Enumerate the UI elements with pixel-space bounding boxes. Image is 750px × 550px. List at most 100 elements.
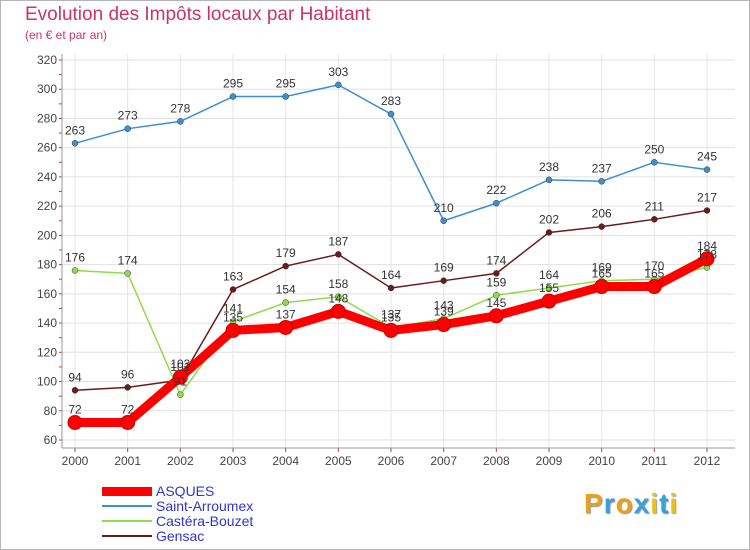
chart-subtitle: (en € et par an)	[25, 28, 108, 42]
x-tick-label: 2000	[62, 454, 89, 468]
legend-swatch	[102, 505, 152, 507]
x-tick-label: 2010	[588, 454, 615, 468]
y-tick-label: 200	[37, 228, 57, 242]
y-tick-label: 160	[37, 287, 57, 301]
data-point	[282, 93, 289, 100]
logo-letter: o	[615, 488, 634, 519]
y-tick-label: 280	[37, 111, 57, 125]
data-label: 155	[539, 281, 559, 295]
logo-letter: t	[659, 488, 670, 519]
data-point	[387, 110, 395, 118]
data-label: 137	[381, 307, 401, 321]
data-label: 206	[592, 207, 612, 221]
data-point	[71, 140, 79, 147]
proxiti-logo: Proxiti	[584, 488, 678, 520]
data-label: 159	[486, 275, 506, 289]
data-label: 103	[170, 357, 190, 371]
data-label: 303	[328, 65, 348, 79]
data-label: 278	[170, 101, 190, 115]
data-point	[124, 270, 131, 277]
data-point	[541, 293, 557, 309]
data-label: 283	[381, 94, 401, 108]
data-label: 94	[68, 370, 82, 384]
data-point	[282, 262, 289, 270]
data-point	[172, 369, 188, 385]
logo-letter: i	[650, 488, 660, 519]
data-label: 174	[118, 253, 138, 267]
y-tick-label: 320	[37, 53, 57, 67]
x-tick-label: 2008	[483, 454, 510, 468]
data-point	[699, 251, 715, 267]
x-tick-label: 2007	[430, 454, 457, 468]
data-label: 135	[223, 310, 243, 324]
data-point	[646, 279, 662, 295]
logo-letter: x	[633, 488, 651, 519]
logo-letter: r	[603, 488, 616, 519]
data-label: 163	[223, 269, 243, 283]
data-point	[71, 267, 79, 274]
legend-label: ASQUES	[156, 483, 215, 499]
y-tick-label: 140	[37, 316, 57, 330]
data-point	[651, 216, 658, 223]
data-point	[493, 292, 500, 299]
x-tick-label: 2009	[536, 454, 563, 468]
data-point	[488, 308, 504, 324]
data-point	[335, 251, 342, 258]
chart-title: Evolution des Impôts locaux par Habitant	[25, 4, 371, 25]
data-label: 178	[697, 248, 717, 262]
data-label: 273	[118, 109, 138, 123]
data-point	[387, 284, 395, 292]
data-point	[335, 81, 342, 89]
x-tick-label: 2005	[325, 454, 352, 468]
logo-letter: i	[669, 488, 679, 519]
data-point	[330, 303, 346, 319]
data-label: 165	[592, 267, 612, 281]
y-tick-label: 180	[37, 258, 57, 272]
data-point	[493, 199, 500, 207]
data-label: 96	[121, 367, 135, 381]
x-tick-label: 2002	[167, 454, 194, 468]
data-point	[598, 223, 605, 230]
data-point	[177, 391, 184, 398]
data-label: 139	[434, 305, 454, 319]
data-label: 211	[645, 199, 664, 213]
data-label: 295	[276, 77, 296, 91]
x-tick-label: 2006	[378, 454, 405, 468]
data-label: 184	[697, 239, 717, 253]
data-point	[278, 319, 294, 335]
data-label: 158	[328, 277, 348, 291]
data-point	[703, 207, 711, 214]
data-label: 179	[276, 246, 296, 260]
data-label: 170	[644, 259, 664, 273]
x-tick-label: 2004	[272, 454, 299, 468]
data-point	[545, 284, 553, 292]
data-label: 202	[539, 212, 559, 226]
y-tick-label: 60	[44, 433, 58, 447]
data-point	[120, 414, 136, 430]
logo-letter: P	[584, 488, 604, 519]
y-tick-label: 220	[37, 199, 57, 213]
y-tick-label: 80	[44, 404, 58, 418]
data-label: 176	[65, 250, 85, 264]
data-point	[383, 322, 399, 338]
data-label: 187	[328, 234, 348, 248]
legend-label: Saint-Arroumex	[156, 498, 254, 514]
data-point	[440, 217, 447, 225]
data-label: 137	[276, 307, 296, 321]
data-point	[440, 277, 447, 284]
data-point	[545, 176, 553, 184]
data-label: 148	[328, 291, 348, 305]
data-label: 72	[68, 402, 82, 416]
y-tick-label: 240	[37, 170, 57, 184]
data-label: 245	[697, 150, 717, 164]
data-point	[598, 178, 605, 185]
data-point	[493, 270, 500, 277]
y-tick-label: 120	[37, 345, 57, 359]
data-point	[177, 118, 184, 125]
data-label: 169	[434, 261, 454, 275]
data-label: 250	[644, 142, 664, 156]
data-point	[67, 414, 83, 430]
data-point	[124, 125, 131, 132]
data-label: 143	[434, 299, 454, 313]
